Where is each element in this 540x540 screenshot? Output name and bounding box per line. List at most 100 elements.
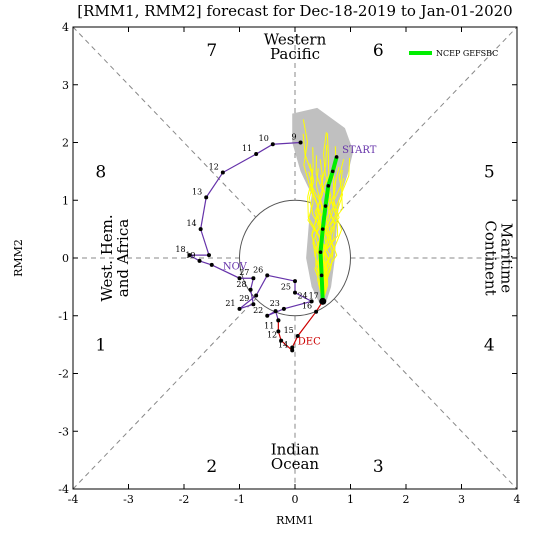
day-label: 26 [253,265,263,274]
trajectory-point [254,152,259,157]
phase-grid [72,26,518,490]
phase-number: 1 [95,336,106,356]
trajectory-point [276,318,281,323]
trajectory-point [206,253,211,258]
rmm-trajectory: 910111213141819272829212625242322NOV1112… [175,133,325,353]
x-tick-label: -4 [68,493,79,506]
ensemble-member-line [320,132,332,302]
day-label: 19 [185,251,195,260]
phase-number: 7 [206,41,217,61]
day-label: 9 [291,133,296,142]
unit-circle [239,199,351,317]
phase-number: 4 [484,336,495,356]
x-tick-label: 1 [347,493,354,506]
day-label: 18 [175,245,185,254]
day-label: 28 [236,280,246,289]
ensemble-member-line [322,159,345,302]
trajectory-line [187,141,314,321]
phase-number: 2 [206,457,217,477]
trajectory-point [204,195,209,200]
ensemble-mean-point [320,227,325,231]
trajectory-point [314,309,319,314]
region-label-bottom: Ocean [271,455,320,473]
trajectory-point [273,309,278,314]
month-label: DEC [298,337,321,348]
y-tick-label: 4 [62,21,69,34]
day-label: 11 [264,321,274,330]
y-tick-label: 0 [62,252,69,265]
start-point-marker [319,297,327,305]
region-label-bottom: Indian [271,440,320,458]
day-label: 17 [309,291,319,300]
trajectory-point [248,287,253,292]
day-label: 15 [284,326,294,335]
day-label: 14 [186,219,196,228]
trajectory-point [276,329,281,334]
region-label-left-line: West. Hem. [98,214,116,301]
trajectory-point [187,253,192,258]
y-tick-label: 2 [62,137,69,150]
region-label-top: Pacific [270,45,320,63]
day-label: 21 [225,299,235,308]
legend-label: NCEP GEFSBC [436,49,498,58]
trajectory-point [198,227,203,232]
x-tick-label: 2 [403,493,410,506]
y-tick-label: 1 [62,194,69,207]
x-axis-label: RMM1 [276,514,314,527]
x-tick-label: -1 [234,493,245,506]
trajectory-point [279,338,284,343]
phase-number: 8 [95,162,106,182]
ensemble-mean [318,155,339,305]
trajectory-point [209,262,214,267]
ensemble-mean-point [319,273,324,278]
x-tick-label: 0 [292,493,299,506]
trajectory-point [270,142,275,147]
ensemble-mean-point [318,250,323,255]
diagonal-line [334,298,518,490]
day-label: 25 [281,283,291,292]
day-label: 11 [242,144,252,153]
diagonal-line [72,298,256,490]
region-label-top: Western [264,30,327,48]
trajectory-point [251,302,256,307]
trajectory-point [265,273,270,278]
ensemble-mean-point [334,155,339,159]
phase-number: 6 [373,41,384,61]
ensemble-member-line [322,178,345,302]
x-tick-label: -2 [179,493,190,506]
trajectory-point [265,313,270,318]
trajectory-point [237,276,242,281]
day-label: 27 [239,268,249,277]
legend: NCEP GEFSBC [409,49,498,58]
day-label: 12 [267,331,277,340]
ensemble-member-line [302,133,324,302]
x-tick-label: -3 [123,493,134,506]
day-label: 24 [297,291,307,300]
month-label: NOV [223,262,248,273]
y-tick-label: -2 [58,368,69,381]
phase-number: 5 [484,162,495,182]
trajectory-point [295,333,300,338]
day-label: 14 [278,340,288,349]
day-label: 13 [192,187,202,196]
day-label: 10 [259,134,269,143]
trajectory-point [293,279,297,284]
start-label: START [342,145,377,156]
ensemble-mean-line [318,156,339,302]
ensemble-mean-point [330,169,335,174]
day-label: 23 [270,299,280,308]
chart-title: [RMM1, RMM2] forecast for Dec-18-2019 to… [77,2,512,20]
phase-number: 3 [373,457,384,477]
day-label: 22 [253,306,263,315]
y-tick-label: -3 [58,425,69,438]
diagonal-line [72,26,256,218]
trajectory-point [251,276,256,281]
y-tick-label: -1 [58,310,69,323]
region-label-right-line: Continent [481,220,499,295]
y-tick-label: 3 [62,79,69,92]
day-label: 16 [302,302,312,311]
x-tick-label: 3 [458,493,465,506]
y-axis-label: RMM2 [12,239,25,277]
